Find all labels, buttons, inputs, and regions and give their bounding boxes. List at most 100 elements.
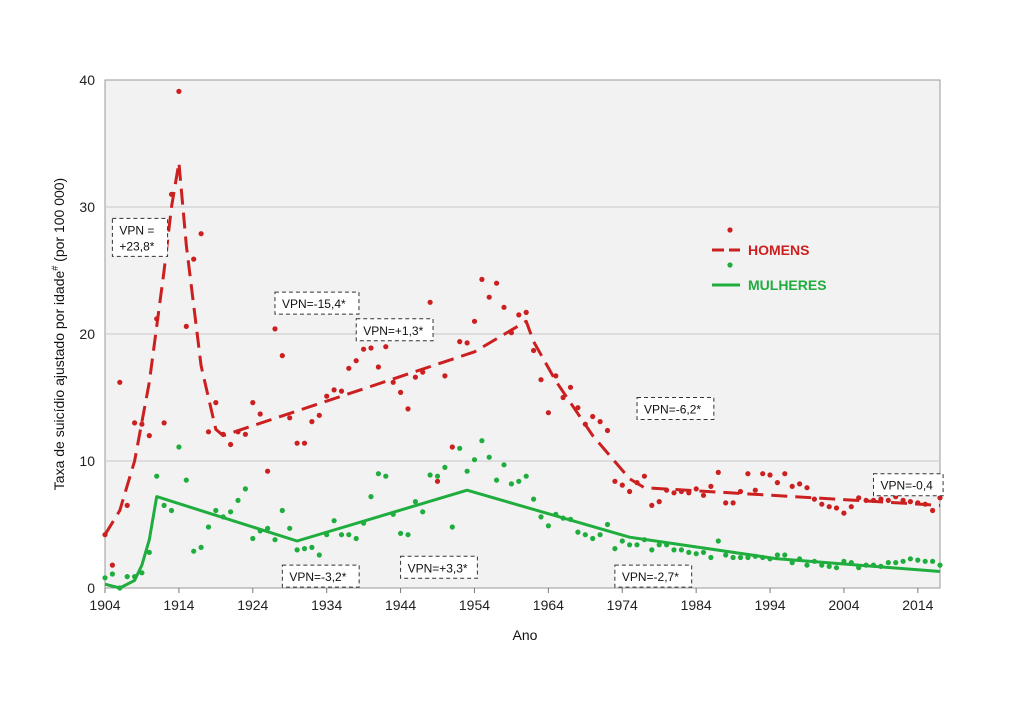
data-point-homens (132, 420, 138, 426)
data-point-homens (250, 400, 256, 406)
data-point-mulheres (124, 574, 130, 580)
vpn-annotation-box (614, 564, 693, 588)
data-point-homens (811, 496, 818, 502)
data-point-homens (671, 490, 677, 496)
data-point-mulheres (132, 574, 138, 580)
data-point-mulheres (634, 542, 640, 548)
data-point-mulheres (464, 468, 470, 474)
data-point-mulheres (294, 547, 300, 553)
data-point-homens (457, 339, 463, 345)
data-point-homens (501, 304, 507, 310)
data-point-mulheres (501, 462, 507, 468)
data-point-mulheres (782, 552, 788, 558)
data-point-homens (508, 330, 514, 336)
data-point-homens (361, 346, 367, 352)
vpn-annotation-text: VPN=+1,3* (363, 324, 423, 338)
data-point-mulheres (789, 560, 795, 566)
x-tick-label: 1964 (533, 597, 564, 613)
data-point-mulheres (619, 538, 625, 544)
vpn-annotation: VPN=+1,3* (355, 318, 434, 342)
data-point-homens (590, 413, 596, 420)
data-point-mulheres (560, 515, 566, 521)
data-point-homens (102, 532, 108, 538)
data-point-homens (235, 429, 241, 435)
data-point-mulheres (664, 542, 670, 548)
data-point-homens (449, 444, 455, 450)
vpn-annotation-text: VPN=-3,2* (289, 570, 346, 584)
data-point-mulheres (700, 549, 707, 556)
data-point-homens (915, 500, 921, 506)
data-point-mulheres (922, 558, 928, 564)
data-point-mulheres (279, 507, 285, 514)
data-point-mulheres (715, 538, 721, 544)
data-point-mulheres (737, 554, 744, 561)
data-point-homens (708, 483, 714, 489)
data-point-homens (582, 421, 588, 427)
data-point-homens (139, 421, 145, 427)
data-point-homens (324, 393, 330, 399)
data-point-mulheres (856, 565, 862, 571)
data-point-mulheres (265, 525, 271, 531)
data-point-homens (198, 231, 204, 237)
data-point-mulheres (220, 514, 226, 520)
x-tick-label: 1974 (607, 597, 638, 613)
data-point-homens (545, 410, 552, 416)
vpn-annotation: VPN=-15,4* (274, 291, 360, 315)
data-point-homens (567, 384, 574, 390)
data-point-homens (479, 276, 485, 282)
y-tick-label: 40 (79, 72, 95, 88)
data-point-homens (760, 471, 766, 477)
data-point-homens (634, 480, 640, 486)
trend-line-homens (103, 161, 941, 536)
data-point-homens (553, 373, 559, 379)
data-point-mulheres (331, 518, 337, 524)
data-point-mulheres (804, 562, 810, 568)
data-point-mulheres (893, 560, 899, 566)
data-point-homens (176, 88, 182, 94)
y-axis-title-superscript: # (50, 266, 60, 271)
data-point-homens (434, 478, 441, 484)
data-point-homens (922, 501, 928, 507)
data-point-mulheres (693, 551, 699, 557)
x-tick-label: 1934 (311, 597, 342, 613)
data-point-homens (907, 499, 914, 505)
data-point-mulheres (752, 553, 758, 559)
data-point-homens (146, 433, 152, 439)
data-point-mulheres (553, 511, 559, 517)
data-point-mulheres (427, 472, 433, 478)
data-point-mulheres (154, 473, 160, 479)
data-point-homens (641, 473, 648, 479)
data-point-homens (316, 412, 322, 418)
data-point-mulheres (641, 537, 648, 543)
vpn-annotation-text: VPN=-6,2* (644, 403, 701, 417)
y-tick-label: 0 (87, 580, 95, 596)
data-point-mulheres (471, 457, 478, 463)
data-point-mulheres (841, 558, 847, 564)
data-point-mulheres (449, 524, 455, 530)
data-point-mulheres (146, 549, 152, 556)
data-point-mulheres (597, 532, 603, 538)
gridlines (105, 206, 940, 462)
x-tick-label: 1984 (681, 597, 712, 613)
legend-label-homens: HOMENS (748, 242, 809, 258)
data-point-mulheres (870, 562, 877, 568)
data-point-mulheres (161, 502, 167, 508)
vpn-annotation-text: VPN=-0,4 (880, 479, 933, 493)
data-point-mulheres (937, 562, 943, 568)
data-point-homens (937, 495, 943, 501)
legend-label-mulheres: MULHERES (748, 277, 827, 293)
data-point-mulheres (346, 532, 352, 538)
data-point-mulheres (213, 507, 219, 514)
data-point-mulheres (531, 496, 537, 502)
x-axis-title: Ano (513, 627, 538, 643)
data-point-mulheres (516, 478, 522, 484)
data-point-homens (383, 344, 389, 350)
data-point-mulheres (848, 560, 854, 566)
data-point-mulheres (826, 563, 832, 570)
data-point-mulheres (301, 546, 308, 552)
data-points (102, 88, 943, 591)
data-point-homens (664, 487, 670, 493)
data-point-homens (612, 478, 618, 484)
data-point-homens (863, 497, 869, 503)
